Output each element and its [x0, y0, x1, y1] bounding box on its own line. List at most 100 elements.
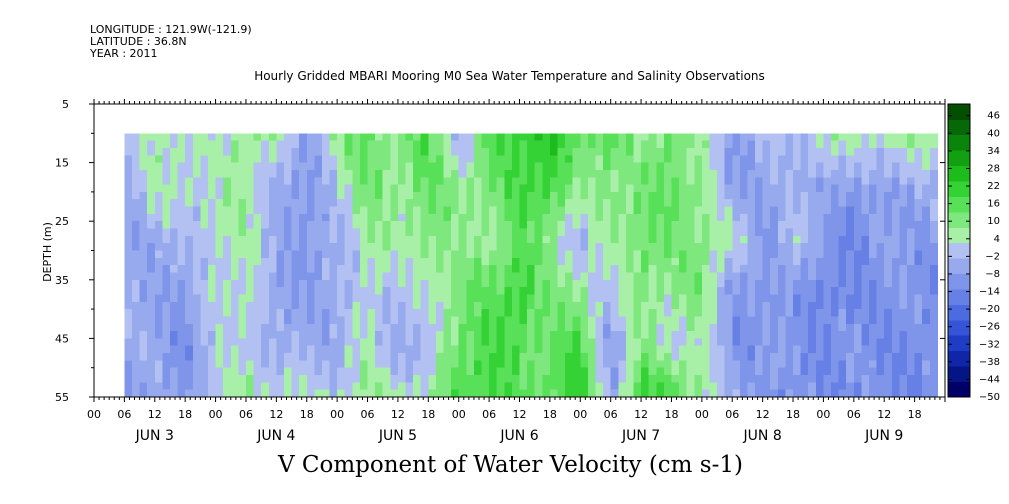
heatmap-cell [511, 191, 521, 200]
heatmap-cell [382, 213, 391, 222]
heatmap-cell [587, 294, 597, 303]
heatmap-cell [838, 177, 847, 186]
heatmap-cell [223, 250, 232, 259]
heatmap-cell [314, 257, 323, 266]
heatmap-cell [618, 279, 627, 288]
heatmap-cell [428, 177, 437, 186]
heatmap-cell [686, 345, 695, 354]
heatmap-cell [679, 279, 688, 288]
heatmap-cell [352, 257, 361, 266]
heatmap-cell [192, 316, 201, 325]
heatmap-cell [413, 221, 422, 230]
heatmap-cell [755, 309, 764, 318]
heatmap-cell [261, 331, 270, 339]
heatmap-cell [580, 301, 589, 310]
heatmap-cell [207, 375, 217, 383]
heatmap-cell [177, 228, 186, 237]
heatmap-cell [618, 301, 627, 310]
x-day-label: JUN 7 [621, 428, 660, 444]
heatmap-cell [451, 382, 460, 391]
heatmap-cell [633, 331, 642, 339]
heatmap-cell [306, 382, 315, 391]
heatmap-cell [245, 279, 255, 288]
heatmap-cell [207, 331, 217, 339]
heatmap-cell [739, 155, 749, 164]
heatmap-cell [504, 360, 513, 369]
heatmap-cell [656, 265, 665, 274]
heatmap-cell [413, 140, 422, 149]
heatmap-cell [306, 301, 315, 310]
heatmap-cell [314, 228, 323, 237]
heatmap-cell [587, 272, 597, 281]
heatmap-cell [207, 206, 217, 215]
heatmap-cell [542, 331, 551, 339]
heatmap-cell [793, 177, 802, 186]
heatmap-cell [473, 235, 483, 244]
heatmap-cell [595, 169, 604, 178]
heatmap-cell [162, 221, 171, 230]
heatmap-cell [663, 338, 673, 347]
heatmap-cell [542, 250, 551, 259]
heatmap-cell [382, 287, 391, 296]
heatmap-cell [785, 375, 794, 383]
heatmap-cell [625, 147, 635, 156]
heatmap-cell [359, 294, 369, 303]
heatmap-cell [701, 147, 711, 156]
heatmap-cell [473, 250, 483, 259]
heatmap-cell [679, 331, 688, 339]
heatmap-cell [223, 316, 232, 325]
heatmap-cell [846, 147, 855, 156]
heatmap-cell [527, 309, 536, 318]
heatmap-cell [466, 228, 475, 237]
heatmap-cell [458, 140, 467, 149]
heatmap-cell [496, 309, 505, 318]
heatmap-cell [709, 345, 718, 354]
heatmap-cell [337, 199, 346, 208]
heatmap-cell [420, 147, 429, 156]
heatmap-cell [762, 250, 771, 259]
heatmap-cell [352, 243, 361, 252]
heatmap-cell [504, 213, 513, 222]
heatmap-cell [527, 235, 536, 244]
heatmap-cell [603, 316, 612, 325]
heatmap-cell [504, 265, 513, 274]
heatmap-cell [466, 213, 475, 222]
heatmap-cell [853, 133, 863, 142]
heatmap-cell [200, 265, 209, 274]
heatmap-cell [261, 316, 270, 325]
heatmap-cell [542, 375, 551, 383]
heatmap-cell [489, 301, 498, 310]
heatmap-cell [679, 345, 688, 354]
heatmap-cell [261, 338, 270, 347]
heatmap-cell [283, 250, 293, 259]
heatmap-cell [511, 243, 521, 252]
heatmap-cell [458, 257, 467, 266]
heatmap-cell [709, 228, 718, 237]
heatmap-cell [549, 177, 559, 186]
heatmap-cell [230, 309, 239, 318]
heatmap-cell [519, 375, 528, 383]
heatmap-cell [367, 353, 376, 361]
heatmap-cell [511, 184, 521, 193]
heatmap-cell [747, 338, 756, 347]
heatmap-cell [633, 360, 642, 369]
heatmap-cell [869, 221, 878, 230]
heatmap-cell [853, 287, 863, 296]
heatmap-cell [648, 140, 657, 149]
heatmap-cell [907, 272, 916, 281]
heatmap-cell [169, 375, 179, 383]
heatmap-cell [466, 162, 475, 171]
heatmap-cell [413, 323, 422, 332]
heatmap-cell [625, 228, 635, 237]
heatmap-cell [899, 279, 908, 288]
heatmap-cell [382, 323, 391, 332]
heatmap-cell [565, 338, 574, 347]
heatmap-cell [603, 235, 612, 244]
heatmap-cell [375, 169, 384, 178]
heatmap-cell [739, 316, 749, 325]
heatmap-cell [846, 221, 855, 230]
heatmap-cell [572, 272, 581, 281]
heatmap-cell [375, 213, 384, 222]
heatmap-cell [808, 338, 817, 347]
heatmap-cell [755, 294, 764, 303]
